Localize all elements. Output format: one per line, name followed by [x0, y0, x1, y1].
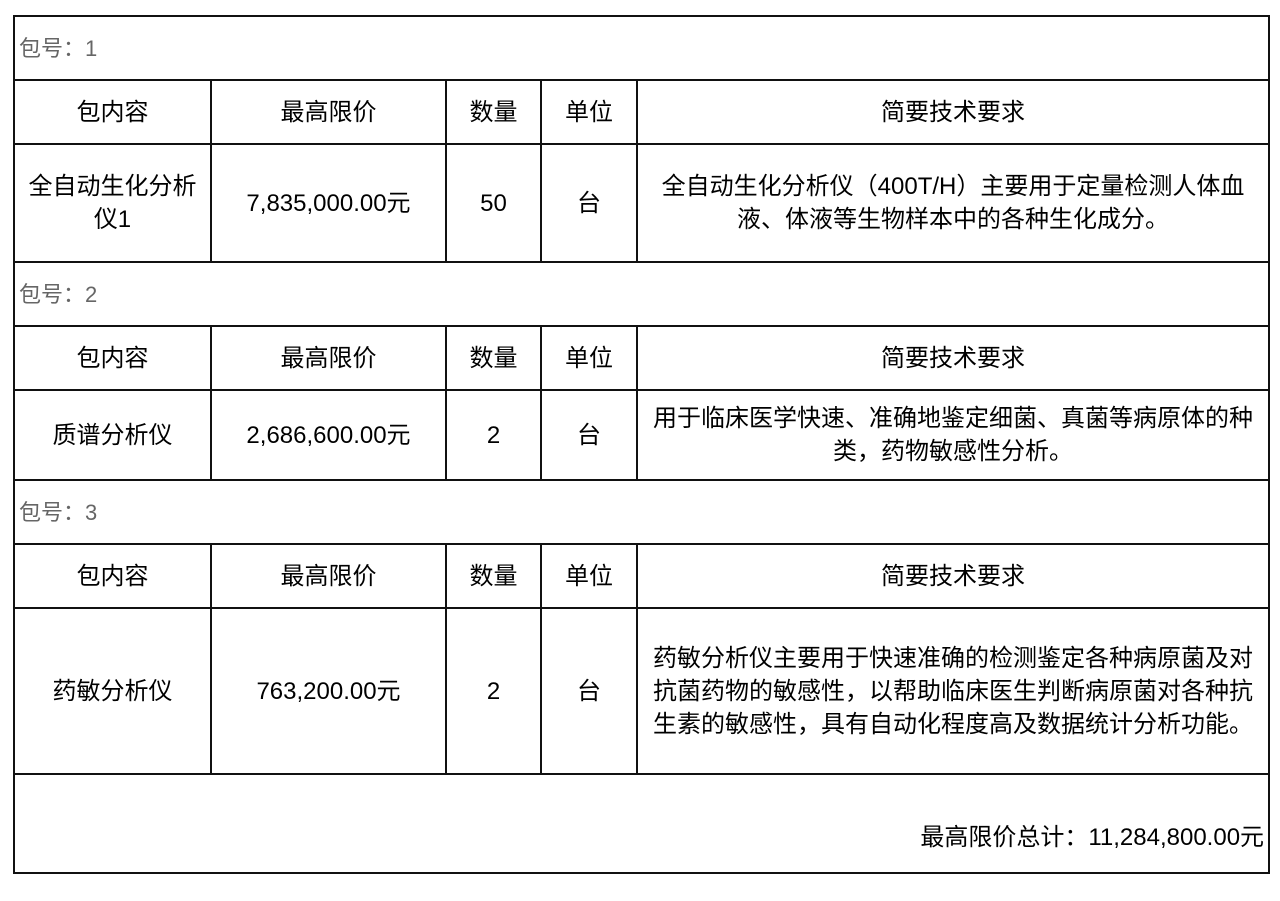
table-row: 全自动生化分析仪1 7,835,000.00元 50 台 全自动生化分析仪（40…	[13, 143, 1271, 263]
cell-quantity: 50	[445, 143, 542, 263]
total-row: 最高限价总计：11,284,800.00元	[12, 773, 1271, 874]
cell-max-price: 2,686,600.00元	[210, 389, 447, 481]
package-row: 包号：1	[12, 15, 1271, 81]
cell-content: 药敏分析仪	[13, 607, 212, 775]
header-row: 包内容 最高限价 数量 单位 简要技术要求	[13, 543, 1271, 609]
cell-quantity: 2	[445, 607, 542, 775]
cell-requirements: 药敏分析仪主要用于快速准确的检测鉴定各种病原菌及对抗菌药物的敏感性，以帮助临床医…	[635, 607, 1271, 775]
package-row: 包号：3	[12, 479, 1271, 545]
header-unit: 单位	[540, 79, 638, 145]
cell-requirements: 用于临床医学快速、准确地鉴定细菌、真菌等病原体的种类，药物敏感性分析。	[635, 389, 1271, 481]
header-requirements: 简要技术要求	[635, 79, 1271, 145]
cell-content: 质谱分析仪	[13, 389, 212, 481]
package-label: 包号：1	[12, 15, 1271, 81]
header-quantity: 数量	[445, 543, 542, 609]
header-content: 包内容	[13, 325, 212, 391]
cell-max-price: 7,835,000.00元	[210, 143, 447, 263]
cell-max-price: 763,200.00元	[210, 607, 447, 775]
header-quantity: 数量	[445, 325, 542, 391]
header-unit: 单位	[540, 543, 638, 609]
table-row: 质谱分析仪 2,686,600.00元 2 台 用于临床医学快速、准确地鉴定细菌…	[13, 389, 1271, 481]
package-label: 包号：2	[12, 261, 1271, 327]
header-requirements: 简要技术要求	[635, 543, 1271, 609]
procurement-table: 包号：1 包内容 最高限价 数量 单位 简要技术要求 全自动生化分析仪1 7,8…	[12, 15, 1271, 874]
cell-content: 全自动生化分析仪1	[13, 143, 212, 263]
package-label: 包号：3	[12, 479, 1271, 545]
cell-quantity: 2	[445, 389, 542, 481]
cell-requirements: 全自动生化分析仪（400T/H）主要用于定量检测人体血液、体液等生物样本中的各种…	[635, 143, 1271, 263]
cell-unit: 台	[540, 607, 638, 775]
header-max-price: 最高限价	[210, 325, 447, 391]
header-content: 包内容	[13, 79, 212, 145]
header-content: 包内容	[13, 543, 212, 609]
header-quantity: 数量	[445, 79, 542, 145]
header-unit: 单位	[540, 325, 638, 391]
header-max-price: 最高限价	[210, 79, 447, 145]
cell-unit: 台	[540, 389, 638, 481]
header-max-price: 最高限价	[210, 543, 447, 609]
header-requirements: 简要技术要求	[635, 325, 1271, 391]
cell-unit: 台	[540, 143, 638, 263]
total-price: 最高限价总计：11,284,800.00元	[12, 773, 1271, 874]
table-row: 药敏分析仪 763,200.00元 2 台 药敏分析仪主要用于快速准确的检测鉴定…	[13, 607, 1271, 775]
header-row: 包内容 最高限价 数量 单位 简要技术要求	[13, 325, 1271, 391]
header-row: 包内容 最高限价 数量 单位 简要技术要求	[13, 79, 1271, 145]
package-row: 包号：2	[12, 261, 1271, 327]
